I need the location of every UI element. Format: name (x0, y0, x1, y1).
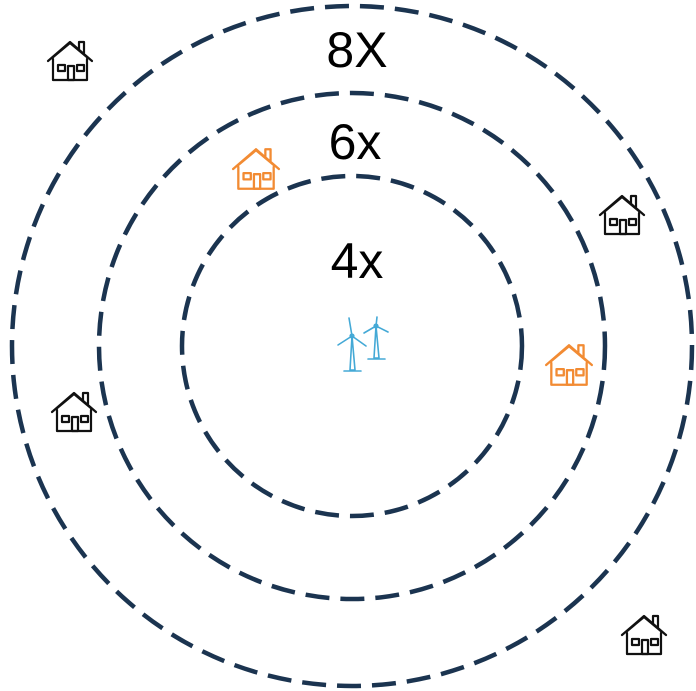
ring-middle-label: 6x (329, 114, 382, 170)
ring-outer-label: 8X (326, 22, 387, 78)
wind-turbine-icon (337, 316, 389, 372)
ring-inner (179, 173, 525, 519)
house-icon (544, 344, 594, 386)
ring-middle (96, 90, 608, 602)
house-icon (598, 194, 646, 236)
ring-outer (9, 3, 695, 689)
ring-inner-label: 4x (331, 233, 384, 289)
house-icon (46, 40, 94, 82)
house-icon (231, 148, 281, 190)
house-icon (50, 391, 98, 433)
house-icon (620, 614, 668, 656)
